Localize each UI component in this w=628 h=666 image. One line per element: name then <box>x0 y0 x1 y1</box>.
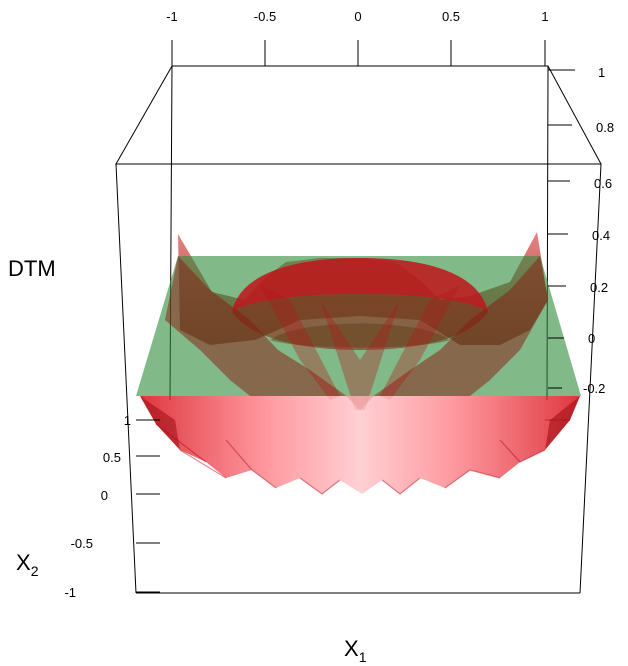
x-tick-label: -1 <box>166 9 178 24</box>
x-tick-label: 1 <box>541 9 548 24</box>
z-tick-label: 1 <box>598 65 605 80</box>
z-axis: 1 0.8 0.6 0.4 0.2 0 -0.2 <box>548 65 614 396</box>
z-tick-label: 0.8 <box>596 120 614 135</box>
z-tick-label: 0.4 <box>592 228 610 243</box>
x-tick-label: 0 <box>354 9 361 24</box>
y-axis: 1 0.5 0 -0.5 -1 <box>64 413 160 600</box>
z-tick-label: 0.2 <box>590 280 608 295</box>
z-tick-label: -0.2 <box>583 381 605 396</box>
y-tick-label: 0.5 <box>103 450 121 465</box>
x-axis: -1 -0.5 0 0.5 1 <box>166 9 549 66</box>
x-tick-label: 0.5 <box>442 9 460 24</box>
surface-ring <box>232 258 488 350</box>
y-tick-label: 0 <box>101 488 108 503</box>
x-tick-label: -0.5 <box>254 9 276 24</box>
z-tick-label: 0 <box>588 331 595 346</box>
z-axis-title: DTM <box>8 256 56 281</box>
y-tick-label: -1 <box>64 585 76 600</box>
z-tick-label: 0.6 <box>594 176 612 191</box>
y-axis-title: X2 <box>16 550 39 579</box>
x-axis-title: X1 <box>344 636 367 665</box>
surface-folds <box>260 285 460 410</box>
y-tick-label: -0.5 <box>71 536 93 551</box>
bounding-box <box>115 65 602 594</box>
surface-middle <box>165 256 548 410</box>
surface-front <box>140 396 580 495</box>
y-tick-label: 1 <box>124 413 131 428</box>
